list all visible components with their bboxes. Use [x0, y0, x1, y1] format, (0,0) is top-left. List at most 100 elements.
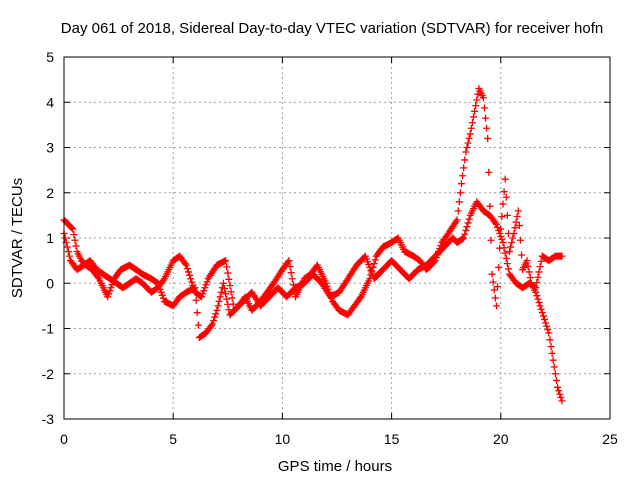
data-point	[500, 188, 508, 196]
data-point	[536, 263, 544, 271]
data-point	[371, 256, 379, 264]
data-point	[462, 148, 470, 156]
data-point	[543, 322, 551, 330]
data-point	[183, 265, 191, 273]
data-point	[500, 244, 508, 252]
data-point	[215, 297, 223, 305]
data-point	[463, 144, 471, 151]
data-point	[222, 257, 230, 265]
data-point	[542, 319, 550, 327]
data-point	[107, 284, 115, 292]
data-point	[105, 290, 113, 298]
data-point	[494, 223, 502, 231]
data-point	[501, 175, 509, 183]
data-point	[207, 321, 215, 329]
data-point	[479, 94, 487, 102]
data-point	[473, 96, 481, 104]
data-point	[487, 236, 495, 244]
data-point	[549, 356, 557, 364]
data-point	[459, 235, 467, 243]
y-tick-label: 4	[46, 94, 54, 110]
data-point	[506, 248, 514, 256]
data-point	[223, 263, 231, 271]
data-point	[513, 213, 521, 221]
data-point	[227, 288, 235, 296]
data-point	[209, 320, 217, 328]
data-point	[210, 317, 218, 325]
x-axis-label: GPS time / hours	[278, 458, 392, 475]
data-point	[187, 275, 195, 283]
data-point	[491, 294, 499, 302]
data-point	[535, 298, 543, 306]
data-point	[61, 234, 69, 242]
data-point	[472, 102, 480, 110]
x-tick-label: 10	[275, 431, 291, 447]
data-point	[459, 172, 467, 180]
data-point	[538, 309, 546, 317]
data-point	[480, 104, 488, 112]
data-point	[468, 119, 476, 127]
data-point	[157, 288, 165, 296]
x-tick-label: 15	[384, 431, 400, 447]
data-point	[216, 293, 224, 301]
y-tick-label: 3	[46, 140, 54, 156]
data-point	[68, 224, 76, 232]
data-point	[556, 390, 564, 398]
data-point	[535, 268, 543, 276]
data-point	[221, 285, 229, 293]
data-point	[188, 278, 196, 286]
data-point	[106, 287, 114, 295]
data-point	[531, 283, 539, 291]
data-point	[467, 124, 475, 132]
data-point	[495, 263, 503, 271]
data-point	[523, 257, 531, 265]
data-point	[534, 273, 542, 281]
data-point	[212, 310, 220, 318]
y-tick-label: 2	[46, 185, 54, 201]
data-point	[189, 282, 197, 290]
data-point	[190, 285, 198, 293]
data-point	[514, 207, 522, 215]
data-point	[224, 269, 232, 277]
data-point	[526, 274, 534, 282]
data-point	[466, 130, 474, 138]
y-tick-label: 0	[46, 275, 54, 291]
data-point	[464, 139, 472, 147]
data-point	[557, 394, 565, 402]
data-point	[456, 189, 464, 197]
data-point	[491, 219, 499, 227]
data-point	[460, 234, 468, 242]
data-point	[489, 278, 497, 286]
x-tick-label: 0	[60, 431, 68, 447]
data-point	[533, 292, 541, 300]
data-point	[533, 278, 541, 286]
plot-frame	[63, 56, 611, 420]
data-point	[483, 124, 491, 132]
data-point	[186, 271, 194, 279]
data-point	[548, 349, 556, 357]
data-point	[465, 215, 473, 223]
data-point	[485, 168, 493, 176]
data-point	[503, 211, 511, 219]
axis-tick-labels: 0 5 10 15 20 25 -3 -2 -1 0 1 2 3 4 5	[42, 49, 618, 447]
data-point	[496, 229, 504, 237]
y-tick-label: 1	[46, 230, 54, 246]
data-point	[492, 302, 500, 310]
data-point	[558, 397, 566, 405]
data-point	[525, 268, 533, 276]
y-tick-label: 5	[46, 49, 54, 65]
data-point	[370, 260, 378, 268]
data-point	[287, 269, 295, 277]
data-point	[462, 226, 470, 234]
y-tick-label: -2	[42, 366, 55, 382]
data-point	[536, 302, 544, 310]
data-point	[453, 216, 461, 224]
data-point	[515, 222, 523, 230]
data-point	[555, 387, 563, 395]
data-point	[539, 312, 547, 320]
data-point	[193, 309, 201, 317]
data-point	[510, 229, 518, 237]
data-point	[159, 276, 167, 284]
data-point	[198, 293, 206, 301]
